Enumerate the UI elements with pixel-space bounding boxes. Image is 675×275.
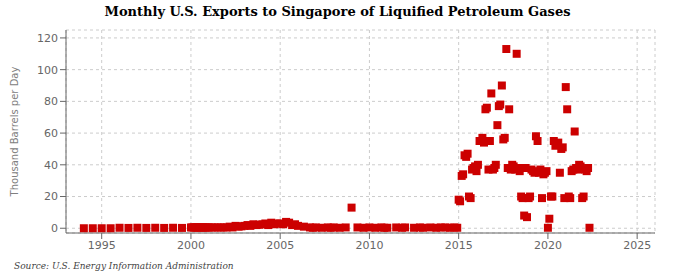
svg-text:100: 100	[37, 64, 58, 77]
svg-text:20: 20	[44, 190, 58, 203]
html-text:Monthly U.S. Exports to Singap: Monthly U.S. Exports to Singapore of Liq…	[104, 4, 571, 19]
svg-text:2010: 2010	[355, 239, 383, 252]
svg-text:60: 60	[44, 127, 58, 140]
svg-text:2020: 2020	[534, 239, 562, 252]
svg-text:2025: 2025	[623, 239, 651, 252]
svg-text:40: 40	[44, 159, 58, 172]
svg-text:0: 0	[51, 222, 58, 235]
svg-text:Thousand Barrels per Day: Thousand Barrels per Day	[9, 67, 20, 198]
html-text:Source: U.S. Energy Informatio: Source: U.S. Energy Information Administ…	[14, 261, 234, 271]
svg-text:2015: 2015	[445, 239, 473, 252]
svg-text:2000: 2000	[177, 239, 205, 252]
svg-text:80: 80	[44, 95, 58, 108]
svg-text:120: 120	[37, 32, 58, 45]
svg-text:2005: 2005	[266, 239, 294, 252]
svg-text:1995: 1995	[88, 239, 116, 252]
